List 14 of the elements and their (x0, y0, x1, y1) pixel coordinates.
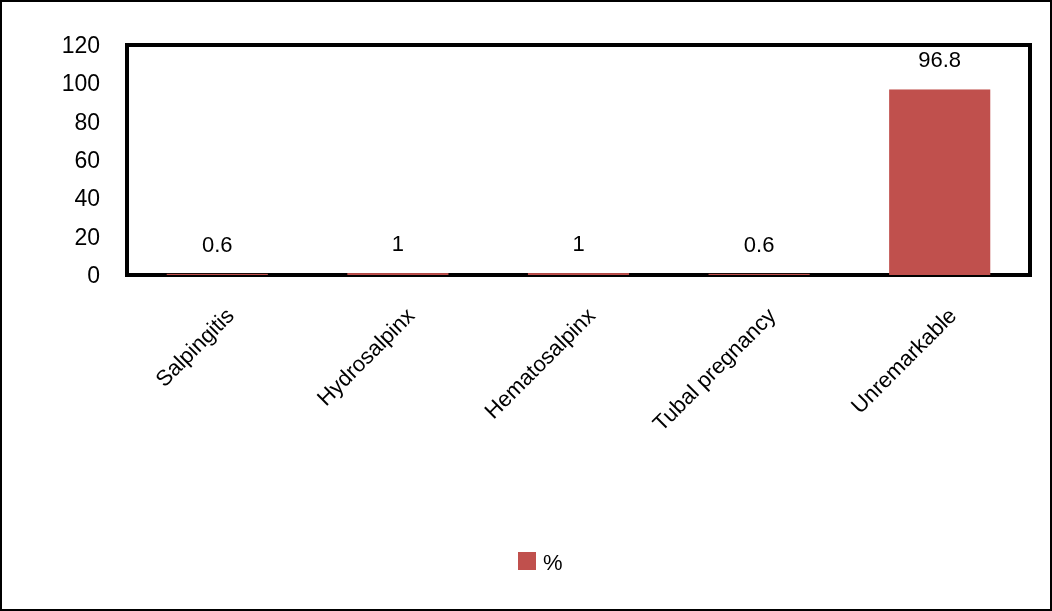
y-tick-label: 0 (87, 262, 100, 289)
data-label: 0.6 (202, 231, 233, 257)
y-tick-label: 40 (74, 185, 100, 212)
y-tick-label: 100 (61, 70, 100, 97)
data-label: 0.6 (743, 231, 775, 257)
legend-label: % (543, 549, 563, 575)
y-tick-label: 60 (74, 147, 100, 174)
data-label: 1 (572, 231, 585, 257)
y-tick-label: 80 (74, 108, 100, 135)
bar (889, 89, 991, 275)
data-label: 96.8 (918, 47, 962, 73)
data-label: 1 (391, 231, 405, 257)
y-tick-label: 120 (61, 32, 100, 59)
y-tick-label: 20 (74, 223, 100, 250)
